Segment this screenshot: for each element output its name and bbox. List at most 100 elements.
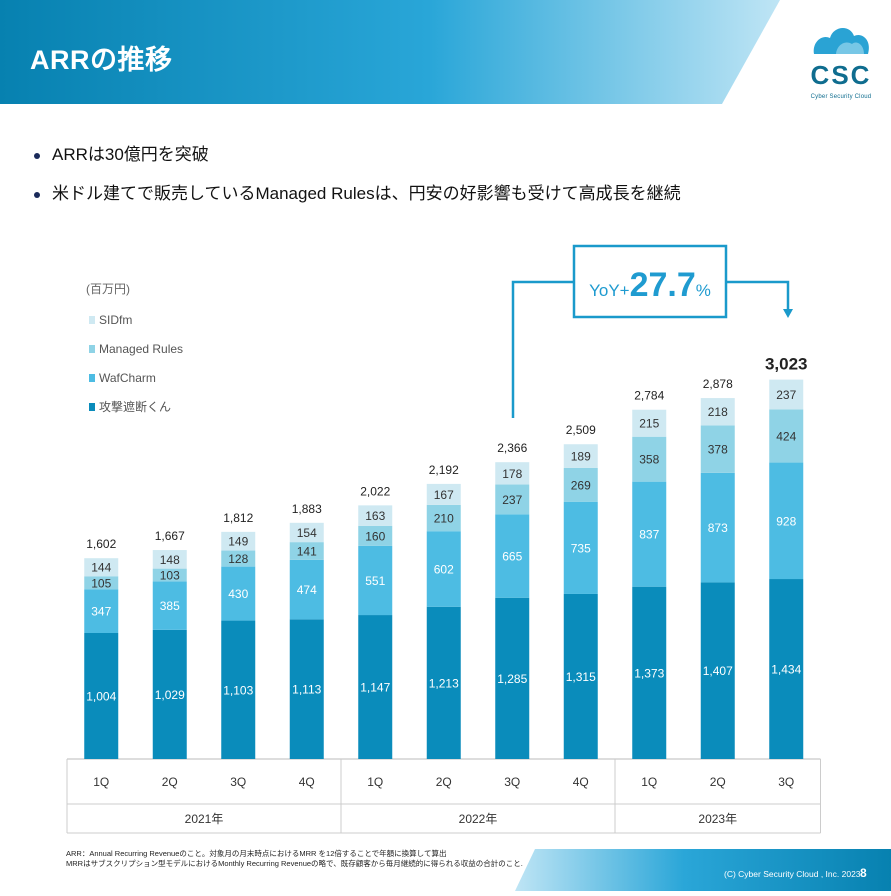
legend-label: SIDfm <box>99 313 132 327</box>
arrow-down-icon <box>783 309 793 318</box>
unit-label: (百万円) <box>86 282 130 296</box>
bar-segment <box>563 444 598 468</box>
segment-value-label: 105 <box>91 576 111 590</box>
bar-segment <box>289 559 324 620</box>
total-value-label: 2,878 <box>703 377 733 391</box>
bar-segment <box>358 525 393 546</box>
segment-value-label: 218 <box>708 405 728 419</box>
segment-value-label: 103 <box>160 569 180 583</box>
bar-segment <box>221 550 256 567</box>
legend: SIDfm Managed Rules WafCharm 攻撃遮断くん <box>89 313 183 414</box>
logo-text: CSC <box>811 60 872 90</box>
bar-segment <box>84 589 119 633</box>
copyright-text: (C) Cyber Security Cloud , Inc. 2023 <box>724 869 861 879</box>
bar-segment <box>495 597 530 759</box>
header-background <box>0 0 780 104</box>
bar-segment <box>152 550 187 569</box>
quarter-tick-label: 3Q <box>778 775 794 789</box>
header-bar: ARRの推移 <box>0 0 891 104</box>
segment-value-label: 1,213 <box>429 676 459 690</box>
bar-segment <box>426 606 461 759</box>
footer-bar <box>0 849 891 891</box>
segment-value-label: 1,285 <box>497 672 527 686</box>
bar-segment <box>632 586 667 759</box>
segment-value-label: 602 <box>434 562 454 576</box>
bar-segment <box>495 514 530 598</box>
callout-connector <box>726 280 790 312</box>
bar-segment <box>632 436 667 482</box>
legend-swatch <box>89 374 95 382</box>
callout-connector <box>511 280 574 418</box>
segment-value-label: 167 <box>434 488 454 502</box>
bar-segment <box>632 409 667 437</box>
bar-segment <box>152 581 187 630</box>
bullet-text: ARRは30億円を突破 <box>52 145 209 164</box>
segment-value-label: 141 <box>297 544 317 558</box>
bar-segment <box>632 481 667 587</box>
bar-segment <box>769 579 804 759</box>
bar-segment <box>495 462 530 485</box>
legend-swatch <box>89 345 95 353</box>
yoy-text: YoY+27.7% <box>589 266 711 304</box>
segment-value-label: 154 <box>297 526 317 540</box>
segment-value-label: 474 <box>297 583 317 597</box>
bullet-item: 米ドル建てで販売しているManaged Rulesは、円安の好影響も受けて高成長… <box>34 184 681 204</box>
bar-segment <box>700 582 735 759</box>
yoy-callout: YoY+27.7% <box>511 244 793 418</box>
bar-segment <box>84 632 119 759</box>
segment-value-label: 1,103 <box>223 683 253 697</box>
legend-label: WafCharm <box>99 371 156 385</box>
axis-table: 2021年 2022年 2023年 1Q 2Q 3Q 4Q 1Q 2Q 3Q 4Q 1Q 2Q 3Q <box>66 758 821 834</box>
total-value-label: 1,883 <box>292 502 322 516</box>
bar-segment <box>358 615 393 759</box>
segment-value-label: 1,004 <box>86 689 116 703</box>
bar-segment <box>152 568 187 582</box>
arr-stacked-bar-chart: 2021年 2022年 2023年 1Q 2Q 3Q 4Q 1Q 2Q 3Q 4Q 1Q 2Q 3Q 1,… <box>66 244 821 834</box>
segment-value-label: 873 <box>708 521 728 535</box>
legend-label: Managed Rules <box>99 342 183 356</box>
year-label: 2022年 <box>459 812 498 826</box>
footnote: ARR：Annual Recurring Revenueのこと。対象月の月末時点… <box>66 849 523 869</box>
quarter-tick-label: 3Q <box>230 775 246 789</box>
segment-value-label: 149 <box>228 535 248 549</box>
page-title: ARRの推移 <box>30 45 173 75</box>
segment-value-label: 1,113 <box>292 683 321 697</box>
segment-value-label: 430 <box>228 587 248 601</box>
segment-value-label: 1,407 <box>703 664 733 678</box>
bullet-dot-icon <box>34 192 40 198</box>
total-value-label: 2,192 <box>429 463 459 477</box>
bar-segment <box>84 576 119 590</box>
quarter-tick-label: 4Q <box>299 775 315 789</box>
segment-value-label: 837 <box>639 528 659 542</box>
yoy-prefix: YoY+ <box>589 281 630 300</box>
bar-segment <box>769 409 804 463</box>
segment-value-label: 385 <box>160 599 180 613</box>
footnote-line: ARR：Annual Recurring Revenueのこと。対象月の月末時点… <box>66 849 447 858</box>
segment-value-label: 237 <box>502 493 522 507</box>
segment-value-label: 144 <box>91 561 111 575</box>
quarter-tick-label: 2Q <box>710 775 726 789</box>
total-value-label: 2,366 <box>497 441 527 455</box>
bar-segment <box>563 501 598 594</box>
segment-value-label: 269 <box>571 478 591 492</box>
segment-value-label: 160 <box>365 529 385 543</box>
bar-series <box>84 379 804 759</box>
bar-segment <box>289 619 324 759</box>
bar-segment <box>221 531 256 551</box>
bar-segment <box>426 504 461 532</box>
segment-value-label: 148 <box>160 553 180 567</box>
quarter-tick-label: 3Q <box>504 775 520 789</box>
bar-segment <box>495 484 530 515</box>
segment-value-label: 424 <box>776 429 796 443</box>
segment-value-label: 551 <box>365 574 385 588</box>
bar-segment <box>358 545 393 616</box>
legend-swatch <box>89 316 95 324</box>
segment-value-label: 178 <box>502 467 522 481</box>
total-value-label: 1,602 <box>86 537 116 551</box>
segment-value-label: 928 <box>776 514 796 528</box>
year-label: 2023年 <box>698 812 737 826</box>
bar-segment <box>769 462 804 580</box>
bar-segment <box>700 472 735 583</box>
segment-value-label: 1,315 <box>566 670 596 684</box>
